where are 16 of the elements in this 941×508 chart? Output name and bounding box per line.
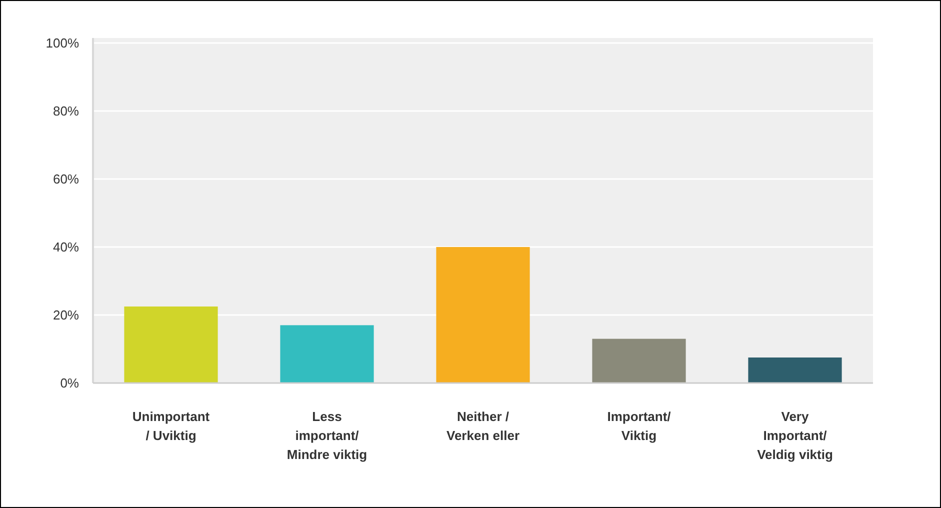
x-tick-label: Less important/ Mindre viktig <box>286 409 368 462</box>
x-tick-label: Unimportant / Uviktig <box>132 409 210 443</box>
x-tick-label: Neither / Verken eller <box>446 409 520 443</box>
x-tick-label: Very Important/ Veldig viktig <box>757 409 833 462</box>
y-tick-label: 80% <box>52 104 80 119</box>
y-tick-label: 100% <box>46 36 80 51</box>
bar <box>124 306 218 383</box>
y-tick-label: 40% <box>52 240 80 255</box>
x-tick-label: Important/ Viktig <box>607 409 672 443</box>
bar <box>436 247 530 383</box>
bar <box>592 338 686 383</box>
y-tick-label: 60% <box>52 172 80 187</box>
y-tick-label: 20% <box>52 308 80 323</box>
bar <box>280 325 374 383</box>
y-tick-label: 0% <box>60 376 80 391</box>
bar <box>748 358 842 383</box>
